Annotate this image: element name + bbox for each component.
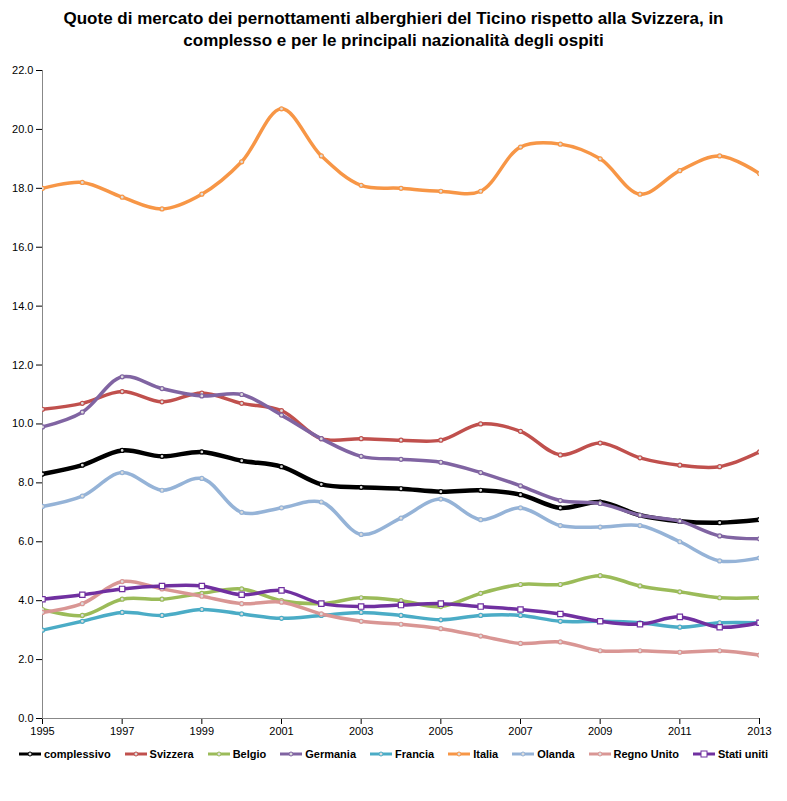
- svg-text:1999: 1999: [190, 725, 214, 737]
- svg-text:12.0: 12.0: [12, 359, 33, 371]
- svg-text:20.0: 20.0: [12, 123, 33, 135]
- svg-text:14.0: 14.0: [12, 300, 33, 312]
- svg-text:2003: 2003: [349, 725, 373, 737]
- html-text:Regno Unito: Regno Unito: [613, 748, 679, 761]
- svg-text:8.0: 8.0: [18, 477, 33, 489]
- svg-text:22.0: 22.0: [12, 64, 33, 76]
- html-text:Italia: Italia: [473, 748, 499, 761]
- svg-text:2001: 2001: [269, 725, 293, 737]
- html-text:Quote di mercato dei pernottam: Quote di mercato dei pernottamenti alber…: [63, 9, 724, 51]
- html-text:Olanda: Olanda: [537, 748, 575, 761]
- svg-text:10.0: 10.0: [12, 418, 33, 430]
- html-text:Svizzera: Svizzera: [149, 748, 194, 761]
- html-text:Stati uniti: Stati uniti: [717, 748, 768, 761]
- html-text:Germania: Germania: [305, 748, 356, 761]
- svg-text:0.0: 0.0: [18, 712, 33, 724]
- svg-text:16.0: 16.0: [12, 241, 33, 253]
- html-text:complessivo: complessivo: [44, 748, 111, 761]
- html-text:Belgio: Belgio: [232, 748, 267, 761]
- html-text:Francia: Francia: [395, 748, 435, 761]
- svg-text:2007: 2007: [508, 725, 532, 737]
- svg-text:1995: 1995: [30, 725, 54, 737]
- svg-text:2.0: 2.0: [18, 653, 33, 665]
- svg-text:6.0: 6.0: [18, 535, 33, 547]
- svg-text:2013: 2013: [747, 725, 771, 737]
- svg-text:2009: 2009: [588, 725, 612, 737]
- svg-text:18.0: 18.0: [12, 182, 33, 194]
- svg-text:1997: 1997: [110, 725, 134, 737]
- svg-text:4.0: 4.0: [18, 594, 33, 606]
- svg-text:2005: 2005: [429, 725, 453, 737]
- svg-text:2011: 2011: [668, 725, 692, 737]
